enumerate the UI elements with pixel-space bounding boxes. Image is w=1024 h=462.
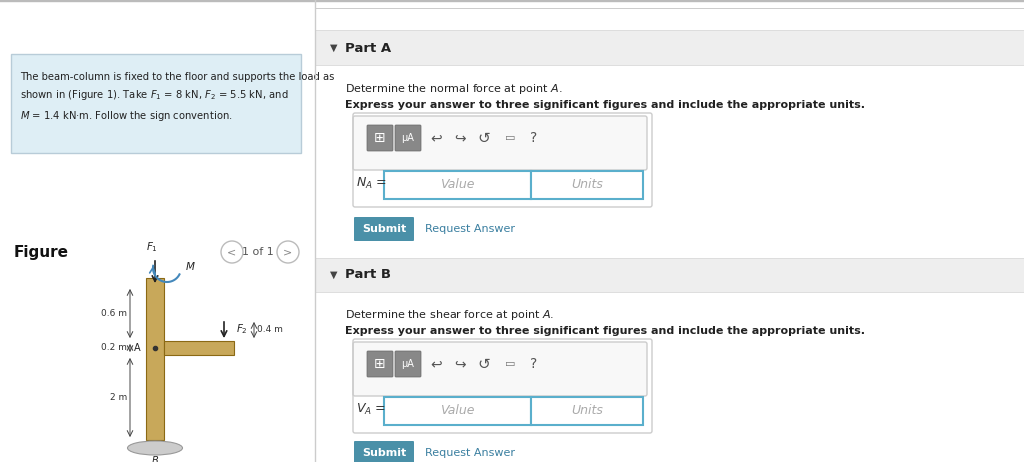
FancyBboxPatch shape [384,397,531,425]
Text: A: A [134,343,141,353]
FancyBboxPatch shape [531,171,643,199]
Text: Request Answer: Request Answer [425,448,515,458]
Text: The beam-column is fixed to the floor and supports the load as
shown in (Figure : The beam-column is fixed to the floor an… [20,72,335,123]
Text: 0.2 m: 0.2 m [101,344,127,353]
FancyBboxPatch shape [384,171,531,199]
FancyBboxPatch shape [354,441,414,462]
Text: Request Answer: Request Answer [425,224,515,234]
Text: 0.6 m: 0.6 m [101,309,127,318]
Text: ⊞: ⊞ [374,131,386,145]
FancyBboxPatch shape [395,351,421,377]
FancyBboxPatch shape [367,125,393,151]
Text: $V_A$ =: $V_A$ = [356,401,386,417]
Bar [315,30,1024,65]
Text: $M$: $M$ [185,260,196,272]
Text: Submit: Submit [361,448,407,458]
Text: ↩: ↩ [430,131,441,145]
Text: μA: μA [401,133,415,143]
Text: Figure: Figure [14,245,69,260]
Text: Determine the shear force at point $A$.: Determine the shear force at point $A$. [345,308,554,322]
Text: Express your answer to three significant figures and include the appropriate uni: Express your answer to three significant… [345,100,865,110]
Text: Determine the normal force at point $A$.: Determine the normal force at point $A$. [345,82,562,96]
Text: ⊞: ⊞ [374,357,386,371]
FancyBboxPatch shape [367,351,393,377]
Text: 0.4 m: 0.4 m [257,326,283,334]
Text: Value: Value [440,405,475,418]
Bar [146,278,164,440]
Text: Part B: Part B [345,268,391,281]
Text: 1 of 1: 1 of 1 [242,247,273,257]
Text: <: < [227,247,237,257]
Text: ▭: ▭ [505,359,515,369]
Text: ?: ? [530,131,538,145]
Text: Express your answer to three significant figures and include the appropriate uni: Express your answer to three significant… [345,326,865,336]
Text: Value: Value [440,178,475,192]
Text: Units: Units [571,405,603,418]
Text: $F_1$: $F_1$ [146,240,158,254]
Text: ▼: ▼ [330,270,338,280]
FancyBboxPatch shape [353,342,647,396]
FancyBboxPatch shape [531,397,643,425]
Text: ?: ? [530,357,538,371]
Text: ↪: ↪ [455,131,466,145]
FancyBboxPatch shape [353,116,647,170]
Ellipse shape [128,441,182,455]
Text: $F_2$: $F_2$ [236,322,248,336]
Text: >: > [284,247,293,257]
FancyBboxPatch shape [395,125,421,151]
Text: ▭: ▭ [505,133,515,143]
Text: $N_A$ =: $N_A$ = [356,176,387,190]
Text: Units: Units [571,178,603,192]
Text: μA: μA [401,359,415,369]
Bar [315,258,1024,292]
Text: ↺: ↺ [477,130,490,146]
Text: Submit: Submit [361,224,407,234]
Text: ↪: ↪ [455,357,466,371]
FancyBboxPatch shape [354,217,414,241]
Text: $B$: $B$ [151,454,159,462]
Text: Part A: Part A [345,42,391,55]
Text: ↩: ↩ [430,357,441,371]
Bar [164,341,234,355]
Text: 2 m: 2 m [110,393,127,402]
Text: ▼: ▼ [330,43,338,53]
FancyBboxPatch shape [11,54,301,153]
Text: ↺: ↺ [477,357,490,371]
